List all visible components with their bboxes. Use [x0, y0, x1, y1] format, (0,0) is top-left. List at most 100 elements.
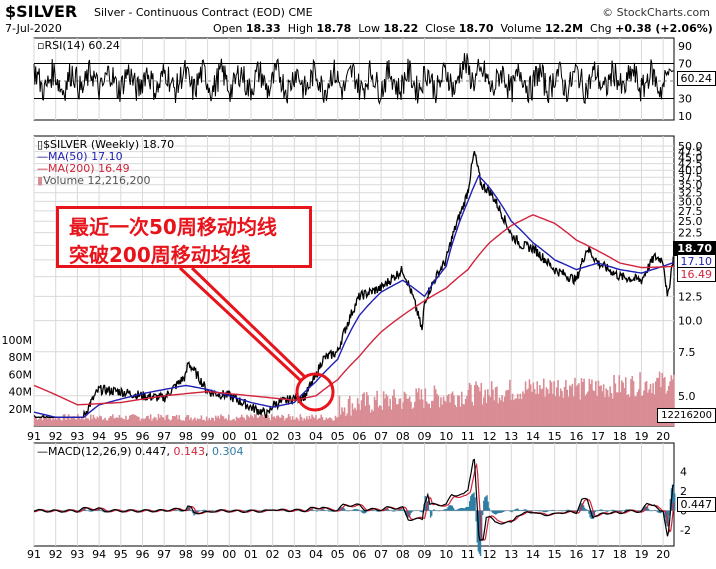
volume-bar [540, 389, 542, 426]
x-tick-label: 98 [179, 430, 193, 443]
macd-histogram-bar [472, 493, 474, 511]
volume-bar [196, 418, 199, 426]
volume-bar-icon: ▮ [37, 174, 44, 187]
price-tick-label: 32.5 [678, 187, 703, 200]
volume-tick-label: 20M [9, 403, 33, 416]
x-tick-label-bottom: 05 [331, 548, 345, 561]
macd-histogram-bar [393, 510, 395, 512]
volume-bar [360, 400, 363, 426]
open-value: 18.33 [245, 22, 281, 35]
volume-bar [70, 417, 73, 426]
volume-bar [600, 385, 602, 426]
volume-bar [246, 414, 248, 426]
volume-bar [421, 399, 424, 426]
volume-bar [261, 414, 264, 426]
volume-bar [213, 420, 216, 426]
volume-bar [656, 377, 658, 426]
volume-bar [636, 392, 639, 426]
volume-bar [53, 419, 56, 426]
volume-bar [593, 391, 596, 426]
volume-bar [649, 383, 652, 426]
volume-bar [282, 415, 285, 426]
macd-histogram-bar [191, 510, 193, 512]
macd-histogram-bar [637, 510, 639, 512]
macd-histogram-bar [189, 507, 191, 511]
volume-bar [578, 383, 580, 426]
volume-bar [326, 419, 329, 426]
price-tick-label: 37.5 [678, 171, 703, 184]
price-tick-label: 25.0 [678, 215, 703, 228]
macd-histogram-bar [377, 510, 380, 512]
macd-histogram-bar [322, 509, 324, 511]
macd-histogram-bar [102, 510, 104, 512]
volume-bar [338, 395, 341, 426]
volume-bar [198, 419, 200, 426]
macd-histogram-bar [588, 510, 590, 514]
volume-bar [572, 396, 575, 426]
volume-bar [60, 419, 62, 426]
macd-histogram-bar [620, 510, 623, 512]
macd-histogram-bar [205, 509, 207, 511]
volume-bar [526, 389, 528, 426]
brand-credit: © StockCharts.com [602, 6, 710, 19]
macd-histogram-bar [425, 497, 427, 511]
volume-bar [470, 384, 472, 426]
volume-bar [627, 394, 630, 426]
volume-bar [640, 395, 643, 426]
volume-bar [561, 391, 563, 426]
volume-bar [595, 381, 597, 426]
ma200-line-icon: — [37, 162, 48, 175]
volume-bar [287, 414, 290, 426]
macd-histogram-bar [376, 510, 379, 512]
volume-bar [295, 417, 298, 426]
macd-histogram-bar [530, 510, 533, 512]
volume-bar [394, 397, 397, 426]
volume-bar [345, 415, 347, 426]
volume-bar [35, 416, 37, 426]
volume-bar [291, 416, 294, 426]
volume-bar [587, 391, 589, 426]
volume-bar [346, 413, 349, 426]
volume-bar [598, 385, 601, 426]
volume-bar [626, 395, 628, 426]
volume-bar [89, 414, 92, 426]
volume-bar [506, 389, 509, 426]
volume-bar [488, 395, 490, 426]
volume-bar [171, 415, 174, 426]
volume-bar [555, 387, 558, 426]
volume-bar [278, 417, 281, 426]
volume-bar [204, 420, 207, 426]
volume-bar [259, 416, 261, 426]
volume-bar [548, 393, 550, 426]
volume-bar [440, 397, 442, 426]
macd-histogram-bar [429, 510, 432, 518]
volume-bar [75, 419, 78, 426]
volume-bar [235, 416, 238, 426]
volume-bar [369, 412, 372, 426]
macd-histogram-bar [459, 508, 461, 511]
volume-bar [510, 400, 513, 426]
volume-bar [574, 377, 576, 426]
macd-histogram-bar [176, 510, 178, 511]
macd-histogram-bar [542, 510, 545, 512]
macd-histogram-bar [626, 509, 628, 511]
macd-histogram-bar [107, 510, 110, 512]
macd-histogram-bar [518, 510, 521, 511]
volume-bar [218, 418, 221, 426]
macd-histogram-bar [656, 510, 659, 513]
volume-bar [49, 416, 52, 426]
volume-bar [165, 415, 168, 426]
macd-histogram-bar [463, 508, 465, 511]
volume-bar [473, 385, 476, 426]
volume-bar [378, 405, 381, 426]
macd-histogram-bar [247, 509, 250, 511]
volume-bar [385, 394, 388, 426]
rsi-line [33, 53, 674, 105]
volume-bar [382, 391, 385, 426]
macd-histogram-bar [509, 510, 511, 512]
volume-bar [445, 402, 447, 426]
volume-bar [290, 419, 293, 426]
volume-bar [83, 419, 86, 426]
volume-bar [140, 418, 143, 426]
volume-bar [466, 395, 468, 426]
